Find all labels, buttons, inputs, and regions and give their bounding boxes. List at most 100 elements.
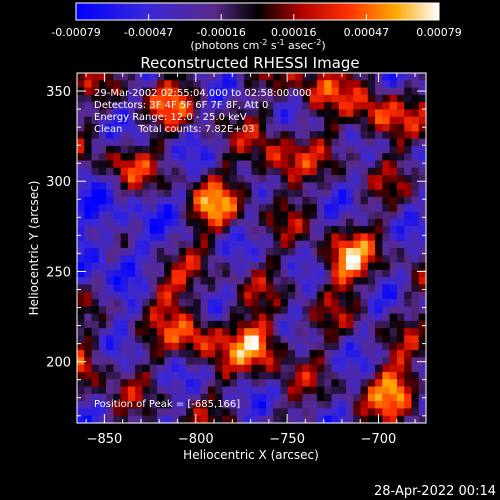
heatmap-cell — [367, 116, 376, 125]
heatmap-cell — [84, 87, 93, 96]
heatmap-cell — [375, 393, 383, 402]
heatmap-cell — [164, 335, 173, 344]
heatmap-cell — [309, 248, 318, 256]
heatmap-cell — [229, 153, 238, 162]
heatmap-cell — [251, 145, 260, 154]
heatmap-cell — [367, 94, 376, 103]
heatmap-cell — [236, 124, 245, 132]
heatmap-cell — [258, 262, 267, 271]
heatmap-cell — [91, 255, 100, 264]
heatmap-cell — [346, 320, 354, 329]
heatmap-cell — [404, 262, 413, 271]
heatmap-cell — [200, 189, 209, 198]
heatmap-cell — [273, 379, 282, 388]
heatmap-cell — [404, 175, 413, 183]
heatmap-cell — [396, 153, 405, 162]
heatmap-cell — [193, 255, 202, 264]
heatmap-cell — [396, 415, 405, 424]
heatmap-cell — [113, 415, 122, 424]
heatmap-cell — [389, 320, 398, 329]
heatmap-cell — [244, 350, 253, 358]
heatmap-cell — [193, 218, 202, 227]
heatmap-cell — [120, 145, 129, 154]
heatmap-cell — [222, 269, 231, 278]
heatmap-cell — [411, 233, 420, 242]
heatmap-cell — [200, 196, 209, 205]
heatmap-cell — [309, 167, 318, 176]
heatmap-cell — [222, 342, 231, 351]
colorbar-ticks: -0.00079 -0.00047 -0.00016 0.00016 0.00047 0.… — [51, 14, 462, 39]
heatmap-cell — [171, 415, 180, 424]
heatmap-cell — [353, 94, 362, 103]
heatmap-cell — [302, 386, 311, 395]
heatmap-cell — [98, 401, 107, 410]
heatmap-cell — [396, 342, 405, 351]
heatmap-cell — [324, 175, 333, 183]
heatmap-cell — [171, 320, 180, 329]
heatmap-cell — [316, 364, 325, 373]
heatmap-cell — [186, 226, 194, 235]
heatmap-cell — [418, 320, 427, 329]
heatmap-cell — [287, 350, 296, 358]
heatmap-cell — [244, 189, 253, 198]
heatmap-cell — [113, 335, 122, 344]
colorbar-tick-label: -0.00016 — [196, 26, 245, 39]
heatmap-cell — [404, 87, 413, 96]
heatmap-cell — [411, 196, 420, 205]
heatmap-cell — [236, 211, 245, 220]
heatmap-cell — [236, 350, 245, 358]
heatmap-cell — [338, 102, 347, 111]
heatmap-cell — [324, 80, 333, 89]
heatmap-cell — [106, 175, 114, 183]
heatmap-cell — [229, 328, 238, 337]
heatmap-cell — [142, 379, 151, 388]
heatmap-cell — [287, 102, 296, 111]
heatmap-cell — [302, 408, 311, 417]
heatmap-cell — [360, 175, 369, 183]
heatmap-cell — [338, 196, 347, 205]
heatmap-cell — [135, 350, 144, 358]
heatmap-cell — [404, 401, 413, 410]
heatmap-cell — [207, 320, 216, 329]
heatmap-cell — [171, 277, 180, 286]
heatmap-cell — [411, 255, 420, 264]
heatmap-cell — [229, 350, 238, 358]
heatmap-cell — [98, 124, 107, 132]
heatmap-cell — [164, 73, 173, 81]
heatmap-cell — [127, 364, 136, 373]
heatmap-cell — [367, 291, 376, 300]
heatmap-cell — [84, 80, 93, 89]
heatmap-cell — [324, 109, 333, 118]
heatmap-cell — [338, 94, 347, 103]
heatmap-cell — [353, 116, 362, 125]
heatmap-cell — [171, 350, 180, 358]
heatmap-cell — [404, 189, 413, 198]
heatmap-cell — [258, 124, 267, 132]
heatmap-cell — [164, 196, 173, 205]
heatmap-cell — [309, 350, 318, 358]
heatmap-cell — [360, 364, 369, 373]
heatmap-cell — [396, 116, 405, 125]
heatmap-cell — [266, 371, 274, 380]
heatmap-cell — [404, 240, 413, 249]
heatmap-cell — [302, 320, 311, 329]
heatmap-cell — [149, 211, 158, 220]
heatmap-cell — [98, 320, 107, 329]
heatmap-cell — [316, 196, 325, 205]
heatmap-cell — [396, 124, 405, 132]
heatmap-cell — [389, 357, 398, 366]
heatmap-cell — [113, 196, 122, 205]
heatmap-cell — [91, 350, 100, 358]
heatmap-cell — [316, 262, 325, 271]
heatmap-cell — [360, 211, 369, 220]
heatmap-cell — [266, 204, 274, 213]
heatmap-cell — [331, 350, 340, 358]
heatmap-cell — [84, 182, 93, 191]
heatmap-cell — [411, 350, 420, 358]
heatmap-cell — [338, 269, 347, 278]
heatmap-cell — [353, 269, 362, 278]
heatmap-cell — [106, 189, 114, 198]
heatmap-cell — [113, 262, 122, 271]
heatmap-cell — [113, 218, 122, 227]
heatmap-cell — [164, 386, 173, 395]
